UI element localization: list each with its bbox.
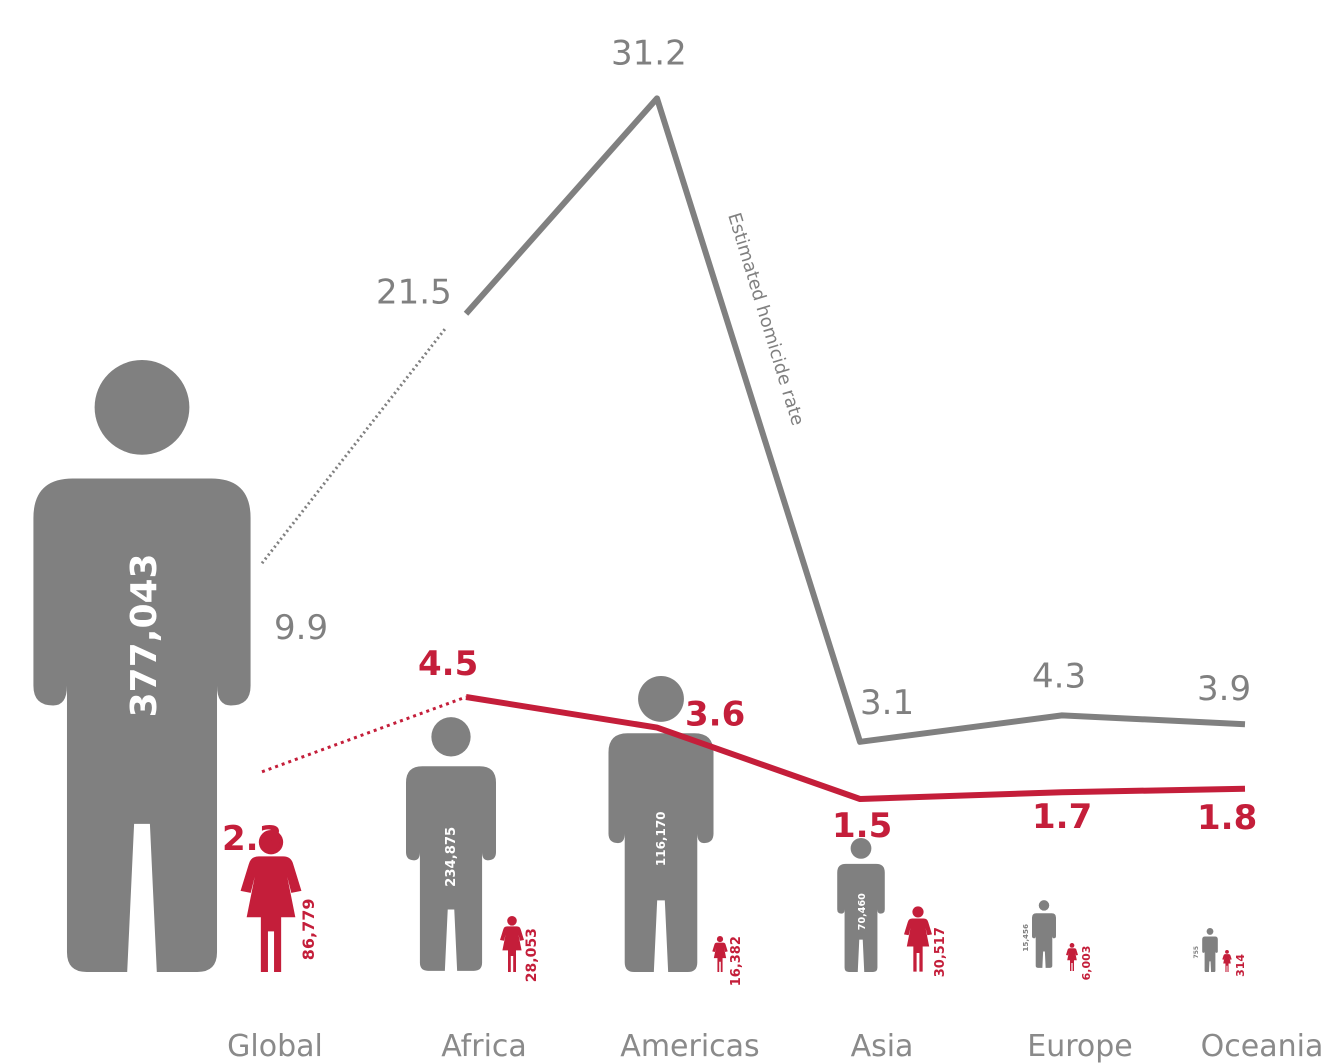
female-person-icon — [500, 916, 524, 972]
female-count-label: 86,779 — [299, 899, 318, 961]
female-count-label: 28,053 — [524, 928, 540, 982]
male-count-label: 70,460 — [857, 893, 868, 930]
male-series-line — [463, 95, 1246, 745]
female-count-label: 314 — [1234, 954, 1247, 977]
female-value-label: 2.3 — [222, 819, 282, 859]
category-label: Asia — [851, 1029, 914, 1064]
male-count-label: 377,043 — [124, 553, 165, 717]
female-person-icon — [712, 936, 728, 972]
male-person-icon — [1202, 928, 1218, 972]
male-line-segment — [260, 326, 448, 565]
male-value-label: 4.3 — [1032, 656, 1086, 696]
female-count-label: 30,517 — [933, 927, 948, 977]
male-count-label: 116,170 — [654, 811, 668, 866]
male-count-label: 755 — [1193, 946, 1200, 959]
category-label: Africa — [441, 1029, 527, 1064]
female-series-line — [465, 694, 1246, 802]
female-value-label: 4.5 — [418, 644, 478, 684]
male-value-label: 3.9 — [1197, 669, 1251, 709]
male-value-label: 9.9 — [274, 608, 328, 648]
category-label: Americas — [620, 1029, 759, 1064]
female-value-label: 1.7 — [1032, 797, 1092, 837]
female-person-icon — [904, 906, 932, 972]
category-label: Europe — [1027, 1029, 1133, 1064]
male-value-label: 21.5 — [376, 273, 452, 313]
female-value-label: 1.8 — [1197, 798, 1257, 838]
male-count-label: 15,456 — [1021, 924, 1030, 952]
male-value-label: 31.2 — [611, 33, 687, 73]
line-annotation: Estimated homicide rate — [723, 210, 808, 428]
female-line-segment — [261, 695, 467, 774]
female-person-icon — [1066, 943, 1078, 971]
female-person-icon — [1222, 950, 1232, 972]
female-count-label: 6,003 — [1080, 946, 1093, 981]
category-label: Oceania — [1201, 1029, 1324, 1064]
female-value-label: 1.5 — [832, 806, 892, 846]
male-person-icon — [1032, 900, 1056, 968]
female-value-label: 3.6 — [685, 695, 745, 735]
male-count-label: 234,875 — [444, 827, 459, 887]
category-label: Global — [227, 1029, 323, 1064]
female-count-label: 16,382 — [729, 936, 744, 986]
male-value-label: 3.1 — [860, 683, 914, 723]
